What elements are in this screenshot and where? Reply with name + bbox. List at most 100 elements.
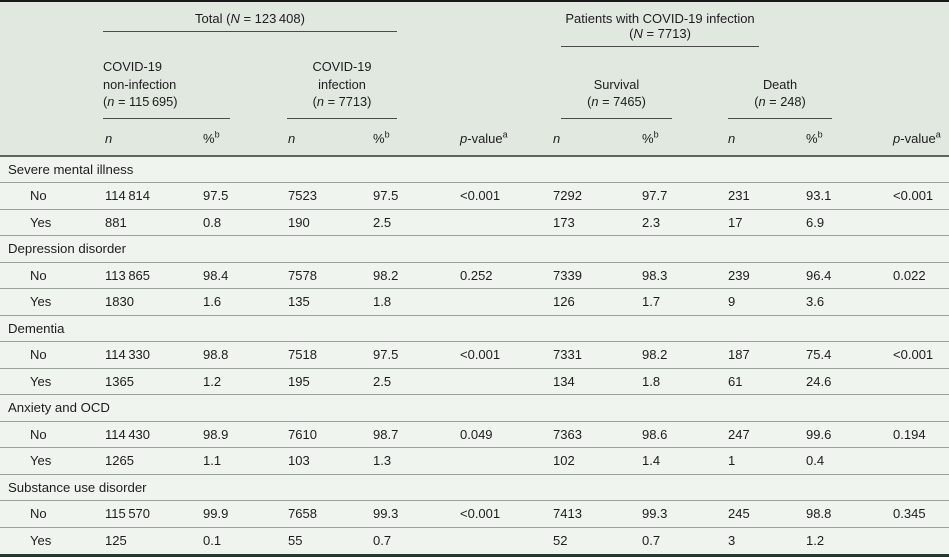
data-cell: 7523 bbox=[288, 188, 317, 204]
table-header: Total (N = 123 408) Patients with COVID-… bbox=[0, 2, 949, 156]
column-header-pvalue: p-valuea bbox=[460, 129, 508, 146]
data-cell: 7578 bbox=[288, 267, 317, 283]
subheader-survival: Survival (n = 7465) bbox=[545, 47, 722, 119]
data-cell: 0.8 bbox=[203, 214, 222, 230]
category-label: Substance use disorder bbox=[8, 479, 147, 495]
data-cell bbox=[877, 209, 949, 236]
data-cell: 1.1 bbox=[203, 453, 222, 469]
data-cell: 1.3 bbox=[373, 453, 392, 469]
data-cell: 0.049 bbox=[460, 426, 493, 442]
subheader-noninfection-label: COVID-19 non-infection (n = 115 695) bbox=[103, 52, 230, 119]
data-cell: <0.001 bbox=[460, 506, 501, 522]
table-row: Yes 1830 1.6 135 1.8 126 1.7 9 3.6 bbox=[0, 288, 949, 316]
data-cell: 187 bbox=[728, 347, 750, 363]
category-label: Dementia bbox=[8, 320, 65, 336]
data-cell: 98.4 bbox=[203, 267, 229, 283]
data-cell: <0.001 bbox=[893, 188, 934, 204]
header-spacer bbox=[450, 2, 545, 47]
data-cell: 0.1 bbox=[203, 533, 222, 548]
data-cell: 98.8 bbox=[203, 347, 229, 363]
subheader-infection-label: COVID-19 infection (n = 7713) bbox=[287, 52, 397, 119]
data-cell: 135 bbox=[288, 294, 310, 310]
group-header-row: Total (N = 123 408) Patients with COVID-… bbox=[0, 2, 949, 47]
data-cell: 98.8 bbox=[806, 506, 832, 522]
table-row: Yes 125 0.1 55 0.7 52 0.7 3 1.2 bbox=[0, 527, 949, 554]
column-header-pct: %b bbox=[642, 129, 659, 146]
data-cell: 97.7 bbox=[642, 188, 668, 204]
data-cell: 9 bbox=[728, 294, 736, 310]
column-header-n: n bbox=[553, 131, 561, 146]
category-row: Depression disorder bbox=[0, 235, 949, 263]
data-cell: 239 bbox=[728, 267, 750, 283]
data-cell: 99.3 bbox=[373, 506, 399, 522]
header-spacer bbox=[0, 119, 95, 156]
table-body: Severe mental illness No 114 814 97.5 7523 97… bbox=[0, 156, 949, 554]
header-spacer bbox=[450, 47, 545, 119]
data-cell: 7518 bbox=[288, 347, 317, 363]
data-cell: 7363 bbox=[553, 426, 582, 442]
table-row: No 115 570 99.9 7658 99.3 <0.001 7413 99.3 245 98… bbox=[0, 500, 949, 528]
column-header-n: n bbox=[728, 131, 736, 146]
data-cell: 97.5 bbox=[203, 188, 229, 204]
data-cell: 99.3 bbox=[642, 506, 668, 522]
data-cell: 1.2 bbox=[806, 533, 825, 548]
column-header-pct: %b bbox=[203, 129, 220, 146]
data-cell: <0.001 bbox=[460, 347, 501, 363]
row-label: No bbox=[30, 267, 47, 283]
data-cell: 195 bbox=[288, 373, 310, 389]
data-cell: 3 bbox=[728, 533, 736, 548]
category-row: Dementia bbox=[0, 315, 949, 342]
data-cell: 1.2 bbox=[203, 373, 222, 389]
data-cell: 245 bbox=[728, 506, 750, 522]
data-cell: 52 bbox=[553, 533, 568, 548]
subheader-noninfection: COVID-19 non-infection (n = 115 695) bbox=[95, 47, 280, 119]
data-cell: 55 bbox=[288, 533, 303, 548]
subheader-death: Death (n = 248) bbox=[722, 47, 877, 119]
category-row: Severe mental illness bbox=[0, 156, 949, 183]
data-cell: 173 bbox=[553, 214, 575, 230]
data-cell: 247 bbox=[728, 426, 750, 442]
data-cell: 96.4 bbox=[806, 267, 832, 283]
column-header-pvalue: p-valuea bbox=[893, 129, 941, 146]
data-cell: 190 bbox=[288, 214, 310, 230]
data-cell: 75.4 bbox=[806, 347, 832, 363]
data-cell: 1.8 bbox=[642, 373, 661, 389]
category-label: Severe mental illness bbox=[8, 162, 134, 177]
table-row: Yes 881 0.8 190 2.5 173 2.3 17 6.9 bbox=[0, 209, 949, 236]
data-cell: 3.6 bbox=[806, 294, 825, 310]
data-cell: 99.9 bbox=[203, 506, 229, 522]
category-label: Anxiety and OCD bbox=[8, 400, 110, 416]
data-cell: 98.2 bbox=[373, 267, 399, 283]
data-cell: 2.3 bbox=[642, 214, 661, 230]
data-cell: 0.194 bbox=[893, 426, 926, 442]
table-row: No 114 330 98.8 7518 97.5 <0.001 7331 98.2 187 75… bbox=[0, 341, 949, 369]
row-label: Yes bbox=[30, 373, 52, 389]
header-spacer bbox=[0, 47, 95, 119]
header-spacer bbox=[877, 47, 949, 119]
data-cell: 2.5 bbox=[373, 214, 392, 230]
data-cell: 7331 bbox=[553, 347, 582, 363]
group-header-covid-label: Patients with COVID-19 infection (N = 77… bbox=[561, 2, 760, 47]
group-header-covid: Patients with COVID-19 infection (N = 77… bbox=[545, 2, 877, 47]
data-cell: 7413 bbox=[553, 506, 582, 522]
data-cell: 1.7 bbox=[642, 294, 661, 310]
data-cell: 97.5 bbox=[373, 188, 399, 204]
data-cell: 98.2 bbox=[642, 347, 668, 363]
row-label: Yes bbox=[30, 453, 52, 469]
data-cell: 1.8 bbox=[373, 294, 392, 310]
data-cell: 97.5 bbox=[373, 347, 399, 363]
data-cell: 102 bbox=[553, 453, 575, 469]
header-spacer bbox=[877, 2, 949, 47]
data-cell: 231 bbox=[728, 188, 750, 204]
data-cell bbox=[450, 527, 545, 554]
row-label: Yes bbox=[30, 214, 52, 230]
data-cell: 98.9 bbox=[203, 426, 229, 442]
column-header-pct: %b bbox=[373, 129, 390, 146]
data-cell: 103 bbox=[288, 453, 310, 469]
data-cell: 125 bbox=[105, 533, 127, 548]
data-cell: 61 bbox=[728, 373, 743, 389]
data-cell: 0.022 bbox=[893, 267, 926, 283]
data-cell: 114 814 bbox=[105, 188, 151, 204]
